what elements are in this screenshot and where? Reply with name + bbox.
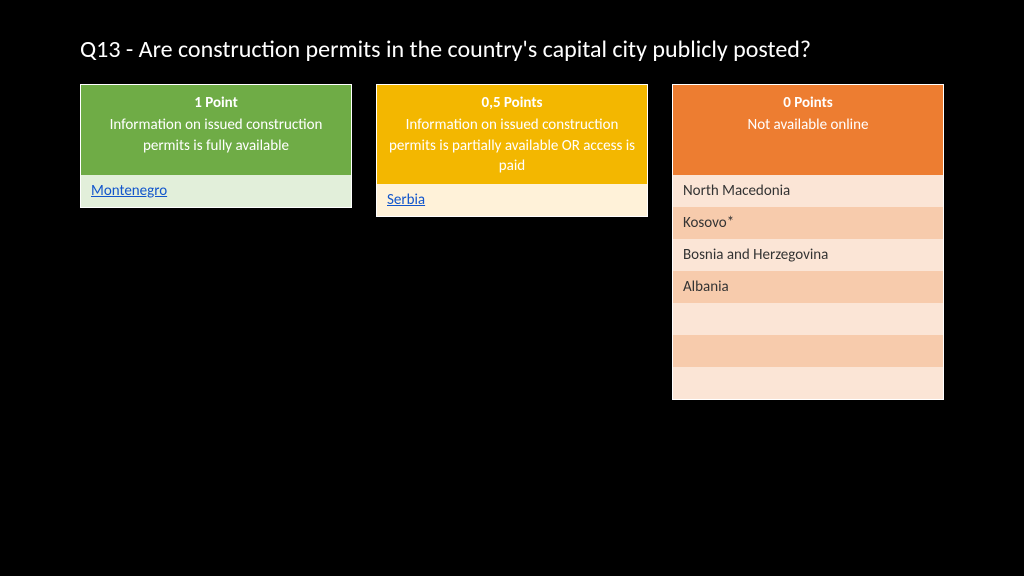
rows-zero-points: North Macedonia Kosovo* Bosnia and Herze… [673, 175, 943, 399]
column-zero-points: 0 Points Not available online North Mace… [672, 84, 944, 400]
points-label: 1 Point [91, 93, 341, 113]
table-row: Kosovo* [673, 207, 943, 239]
points-label: 0,5 Points [387, 93, 637, 113]
country-link[interactable]: Serbia [387, 191, 425, 209]
header-zero-points: 0 Points Not available online [673, 85, 943, 175]
column-1-point: 1 Point Information on issued constructi… [80, 84, 352, 208]
page-title: Q13 - Are construction permits in the co… [0, 0, 1024, 84]
country-label: Kosovo* [683, 214, 734, 232]
table-row: Serbia [377, 184, 647, 216]
country-label: North Macedonia [683, 182, 790, 200]
header-1-point: 1 Point Information on issued constructi… [81, 85, 351, 175]
table-row [673, 367, 943, 399]
table-row: North Macedonia [673, 175, 943, 207]
column-half-point: 0,5 Points Information on issued constru… [376, 84, 648, 217]
table-row [673, 303, 943, 335]
table-row: Bosnia and Herzegovina [673, 239, 943, 271]
country-label: Bosnia and Herzegovina [683, 246, 828, 264]
table-row [673, 335, 943, 367]
country-label: Albania [683, 278, 729, 296]
rows-half-point: Serbia [377, 184, 647, 216]
points-desc: Not available online [683, 115, 933, 135]
table-row: Montenegro [81, 175, 351, 207]
rows-1-point: Montenegro [81, 175, 351, 207]
table-row: Albania [673, 271, 943, 303]
header-half-point: 0,5 Points Information on issued constru… [377, 85, 647, 184]
points-desc: Information on issued construction permi… [387, 115, 637, 176]
points-desc: Information on issued construction permi… [91, 115, 341, 156]
country-link[interactable]: Montenegro [91, 182, 167, 200]
points-label: 0 Points [683, 93, 933, 113]
columns-container: 1 Point Information on issued constructi… [0, 84, 1024, 400]
